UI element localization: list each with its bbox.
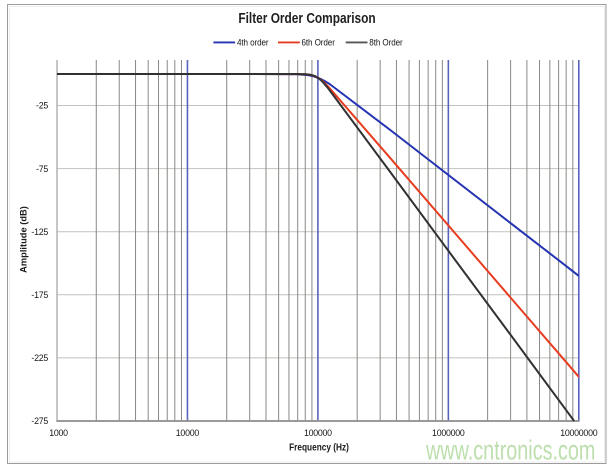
svg-text:-275: -275	[31, 416, 48, 426]
svg-text:Frequency (Hz): Frequency (Hz)	[289, 442, 349, 453]
svg-text:10000: 10000	[176, 428, 200, 438]
svg-text:Filter Order Comparison: Filter Order Comparison	[238, 10, 375, 26]
svg-text:10000000: 10000000	[560, 428, 597, 438]
svg-text:-175: -175	[31, 290, 48, 300]
svg-text:4th order: 4th order	[237, 37, 269, 47]
svg-text:8th Order: 8th Order	[369, 37, 403, 47]
svg-text:1000: 1000	[49, 428, 68, 438]
svg-text:-75: -75	[36, 164, 48, 174]
svg-text:-225: -225	[31, 353, 48, 363]
svg-text:-125: -125	[31, 227, 48, 237]
svg-text:www.cntronics.com: www.cntronics.com	[425, 435, 595, 466]
svg-text:-25: -25	[36, 101, 48, 111]
svg-text:1000000: 1000000	[432, 428, 465, 438]
svg-text:6th Order: 6th Order	[302, 37, 336, 47]
svg-text:Amplitude (dB): Amplitude (dB)	[19, 206, 29, 273]
svg-text:100000: 100000	[304, 428, 332, 438]
